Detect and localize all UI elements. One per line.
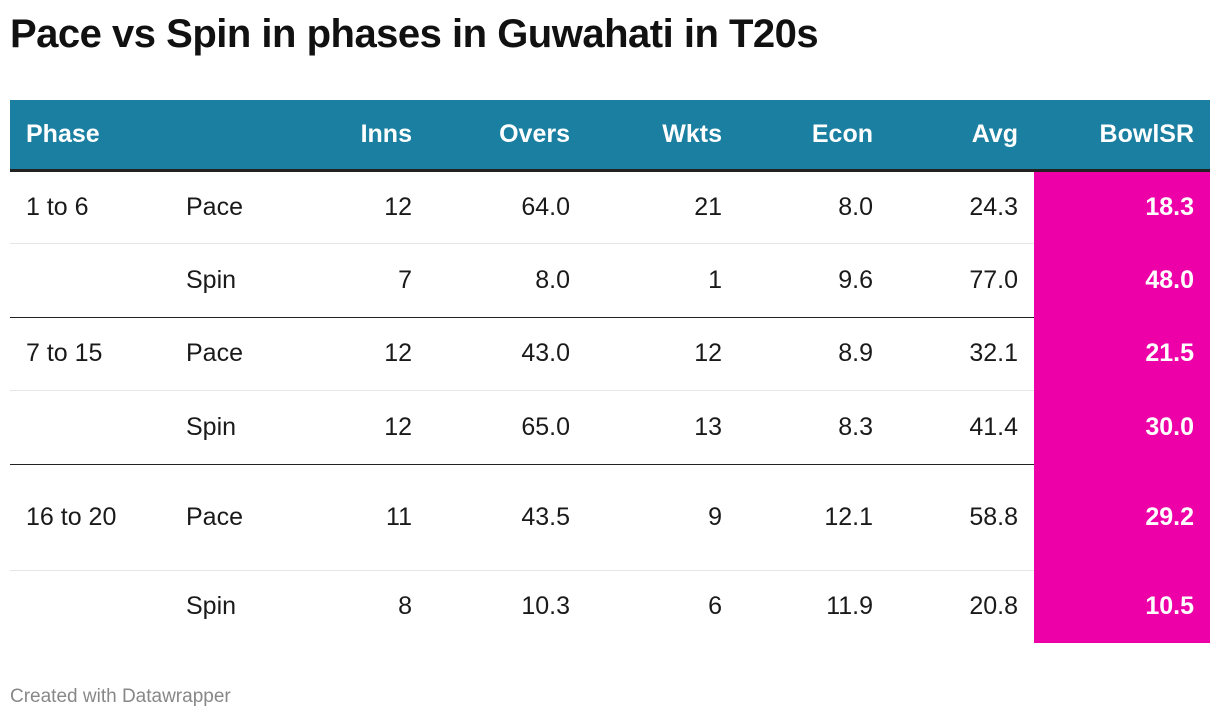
table-cell: 11.9: [826, 592, 873, 621]
column-header: Wkts: [586, 100, 738, 172]
table-cell: [10, 570, 170, 643]
table-cell: 11: [320, 464, 428, 571]
table-cell: 43.0: [428, 317, 586, 391]
table-cell: [10, 390, 170, 465]
table-cell: 12: [320, 390, 428, 465]
table-cell: 7 to 15: [10, 317, 170, 391]
table-cell: 20.8: [969, 592, 1018, 621]
table-cell: 8.0: [738, 170, 889, 244]
table-cell: Pace: [170, 464, 320, 571]
column-header: Phase: [10, 100, 170, 172]
table-cell: 8.3: [738, 390, 889, 465]
data-table: Phase Inns Overs Wkts Econ Avg BowlSR 1 …: [10, 100, 1210, 643]
table-cell: 8.9: [738, 317, 889, 391]
table-cell: 12: [320, 170, 428, 244]
table-cell: 58.8: [889, 464, 1034, 571]
table-row: 16 to 20 Pace 11 43.5 9 12.1 58.8 29.2: [10, 464, 1210, 571]
table-cell: 7: [320, 243, 428, 318]
highlighted-cell: 21.5: [1034, 317, 1210, 390]
highlighted-cell: 30.0: [1034, 390, 1210, 464]
table-row: Spin 8 10.3 6 11.9 20.8 10.5: [10, 570, 1210, 643]
table-cell: 16 to 20: [10, 464, 170, 571]
column-header: Inns: [320, 100, 428, 172]
table-cell: 12: [586, 317, 738, 391]
table-cell: Pace: [170, 170, 320, 244]
table-cell: Pace: [170, 317, 320, 391]
table-cell: 12.1: [738, 464, 889, 571]
table-cell: 8.0: [428, 243, 586, 318]
table-cell: 9.6: [738, 243, 889, 318]
table-cell: [10, 243, 170, 318]
table-cell: Spin: [186, 592, 237, 621]
table-row: 7 to 15 Pace 12 43.0 12 8.9 32.1 21.5: [10, 317, 1210, 391]
table-cell: 21: [586, 170, 738, 244]
highlighted-cell: 29.2: [1034, 464, 1210, 570]
table-header-row: Phase Inns Overs Wkts Econ Avg BowlSR: [10, 100, 1210, 172]
highlighted-cell: 10.5: [1034, 570, 1210, 643]
column-header: Avg: [889, 100, 1034, 172]
column-header: Overs: [428, 100, 586, 172]
table-cell: Spin: [170, 243, 320, 318]
table-cell: 64.0: [428, 170, 586, 244]
highlighted-cell: 18.3: [1034, 170, 1210, 243]
table-cell: 8: [398, 592, 412, 621]
table-cell: 6: [708, 592, 722, 621]
table-cell: Spin: [170, 390, 320, 465]
highlighted-cell: 48.0: [1034, 243, 1210, 317]
footer-credit: Created with Datawrapper: [10, 686, 231, 707]
table-row: Spin 7 8.0 1 9.6 77.0 48.0: [10, 243, 1210, 318]
table-row: 1 to 6 Pace 12 64.0 21 8.0 24.3 18.3: [10, 170, 1210, 244]
column-header: BowlSR: [1034, 100, 1210, 172]
table-cell: 32.1: [889, 317, 1034, 391]
column-header: Econ: [738, 100, 889, 172]
table-cell: 10.3: [521, 592, 570, 621]
table-cell: 12: [320, 317, 428, 391]
table-cell: 77.0: [889, 243, 1034, 318]
table-cell: 65.0: [428, 390, 586, 465]
table-cell: 13: [586, 390, 738, 465]
table-cell: 1 to 6: [10, 170, 170, 244]
table-cell: 24.3: [889, 170, 1034, 244]
column-header: [170, 100, 320, 172]
table-cell: 1: [586, 243, 738, 318]
table-cell: 9: [586, 464, 738, 571]
table-row: Spin 12 65.0 13 8.3 41.4 30.0: [10, 390, 1210, 465]
chart-title: Pace vs Spin in phases in Guwahati in T2…: [10, 12, 819, 56]
table-cell: 43.5: [428, 464, 586, 571]
table-cell: 41.4: [889, 390, 1034, 465]
